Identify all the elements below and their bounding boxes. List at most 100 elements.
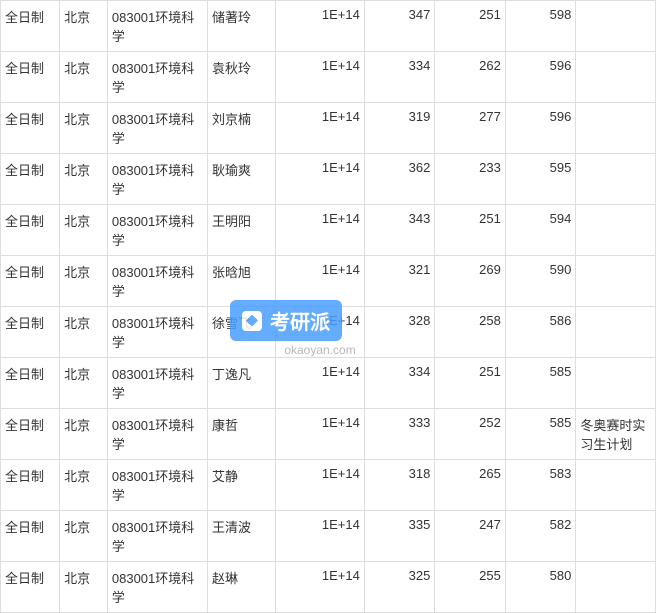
- cell-score1: 334: [364, 52, 435, 103]
- cell-type: 全日制: [1, 562, 60, 613]
- cell-total: 583: [505, 460, 576, 511]
- cell-location: 北京: [60, 205, 108, 256]
- cell-total: 598: [505, 1, 576, 52]
- table-row: 全日制北京083001环境科学赵琳1E+14325255580: [1, 562, 656, 613]
- table-row: 全日制北京083001环境科学袁秋玲1E+14334262596: [1, 52, 656, 103]
- cell-score1: 325: [364, 562, 435, 613]
- cell-location: 北京: [60, 154, 108, 205]
- cell-number: 1E+14: [276, 460, 365, 511]
- table-row: 全日制北京083001环境科学徐雪飞1E+14328258586: [1, 307, 656, 358]
- cell-score1: 335: [364, 511, 435, 562]
- cell-major: 083001环境科学: [107, 103, 207, 154]
- cell-major: 083001环境科学: [107, 562, 207, 613]
- table-row: 全日制北京083001环境科学储著玲1E+14347251598: [1, 1, 656, 52]
- cell-major: 083001环境科学: [107, 409, 207, 460]
- cell-score1: 343: [364, 205, 435, 256]
- cell-number: 1E+14: [276, 409, 365, 460]
- cell-note: [576, 1, 656, 52]
- cell-score2: 258: [435, 307, 506, 358]
- cell-type: 全日制: [1, 460, 60, 511]
- cell-score1: 321: [364, 256, 435, 307]
- cell-name: 赵琳: [207, 562, 275, 613]
- cell-name: 刘京楠: [207, 103, 275, 154]
- cell-total: 594: [505, 205, 576, 256]
- cell-note: [576, 205, 656, 256]
- cell-name: 康哲: [207, 409, 275, 460]
- cell-score2: 252: [435, 409, 506, 460]
- cell-number: 1E+14: [276, 307, 365, 358]
- cell-location: 北京: [60, 460, 108, 511]
- cell-score1: 347: [364, 1, 435, 52]
- cell-number: 1E+14: [276, 154, 365, 205]
- cell-total: 585: [505, 409, 576, 460]
- cell-note: [576, 562, 656, 613]
- table-row: 全日制北京083001环境科学耿瑜爽1E+14362233595: [1, 154, 656, 205]
- cell-score1: 319: [364, 103, 435, 154]
- cell-total: 586: [505, 307, 576, 358]
- cell-note: [576, 52, 656, 103]
- cell-major: 083001环境科学: [107, 358, 207, 409]
- cell-name: 张晗旭: [207, 256, 275, 307]
- cell-type: 全日制: [1, 358, 60, 409]
- cell-major: 083001环境科学: [107, 1, 207, 52]
- cell-major: 083001环境科学: [107, 307, 207, 358]
- table-body: 全日制北京083001环境科学储著玲1E+14347251598全日制北京083…: [1, 1, 656, 613]
- cell-score2: 251: [435, 1, 506, 52]
- table-row: 全日制北京083001环境科学王清波1E+14335247582: [1, 511, 656, 562]
- cell-name: 袁秋玲: [207, 52, 275, 103]
- cell-major: 083001环境科学: [107, 52, 207, 103]
- cell-type: 全日制: [1, 52, 60, 103]
- cell-number: 1E+14: [276, 358, 365, 409]
- cell-location: 北京: [60, 307, 108, 358]
- cell-note: 冬奥赛时实习生计划: [576, 409, 656, 460]
- cell-score2: 251: [435, 358, 506, 409]
- cell-total: 595: [505, 154, 576, 205]
- cell-total: 582: [505, 511, 576, 562]
- cell-score2: 255: [435, 562, 506, 613]
- cell-name: 王清波: [207, 511, 275, 562]
- cell-score1: 318: [364, 460, 435, 511]
- table-row: 全日制北京083001环境科学张晗旭1E+14321269590: [1, 256, 656, 307]
- cell-score2: 269: [435, 256, 506, 307]
- cell-note: [576, 307, 656, 358]
- cell-name: 王明阳: [207, 205, 275, 256]
- cell-type: 全日制: [1, 307, 60, 358]
- table-row: 全日制北京083001环境科学丁逸凡1E+14334251585: [1, 358, 656, 409]
- cell-score1: 333: [364, 409, 435, 460]
- cell-location: 北京: [60, 1, 108, 52]
- cell-number: 1E+14: [276, 103, 365, 154]
- cell-name: 徐雪飞: [207, 307, 275, 358]
- cell-number: 1E+14: [276, 511, 365, 562]
- cell-number: 1E+14: [276, 562, 365, 613]
- cell-score1: 328: [364, 307, 435, 358]
- cell-note: [576, 358, 656, 409]
- cell-location: 北京: [60, 409, 108, 460]
- cell-score2: 247: [435, 511, 506, 562]
- cell-total: 580: [505, 562, 576, 613]
- cell-location: 北京: [60, 358, 108, 409]
- table-row: 全日制北京083001环境科学康哲1E+14333252585冬奥赛时实习生计划: [1, 409, 656, 460]
- cell-note: [576, 511, 656, 562]
- cell-score1: 334: [364, 358, 435, 409]
- cell-major: 083001环境科学: [107, 256, 207, 307]
- cell-note: [576, 256, 656, 307]
- cell-major: 083001环境科学: [107, 154, 207, 205]
- cell-major: 083001环境科学: [107, 511, 207, 562]
- cell-number: 1E+14: [276, 1, 365, 52]
- cell-name: 耿瑜爽: [207, 154, 275, 205]
- cell-name: 艾静: [207, 460, 275, 511]
- cell-note: [576, 460, 656, 511]
- cell-name: 丁逸凡: [207, 358, 275, 409]
- cell-type: 全日制: [1, 205, 60, 256]
- cell-score1: 362: [364, 154, 435, 205]
- cell-location: 北京: [60, 511, 108, 562]
- cell-number: 1E+14: [276, 256, 365, 307]
- cell-type: 全日制: [1, 154, 60, 205]
- cell-type: 全日制: [1, 1, 60, 52]
- cell-number: 1E+14: [276, 52, 365, 103]
- cell-note: [576, 154, 656, 205]
- cell-score2: 262: [435, 52, 506, 103]
- cell-total: 596: [505, 52, 576, 103]
- cell-score2: 251: [435, 205, 506, 256]
- cell-total: 590: [505, 256, 576, 307]
